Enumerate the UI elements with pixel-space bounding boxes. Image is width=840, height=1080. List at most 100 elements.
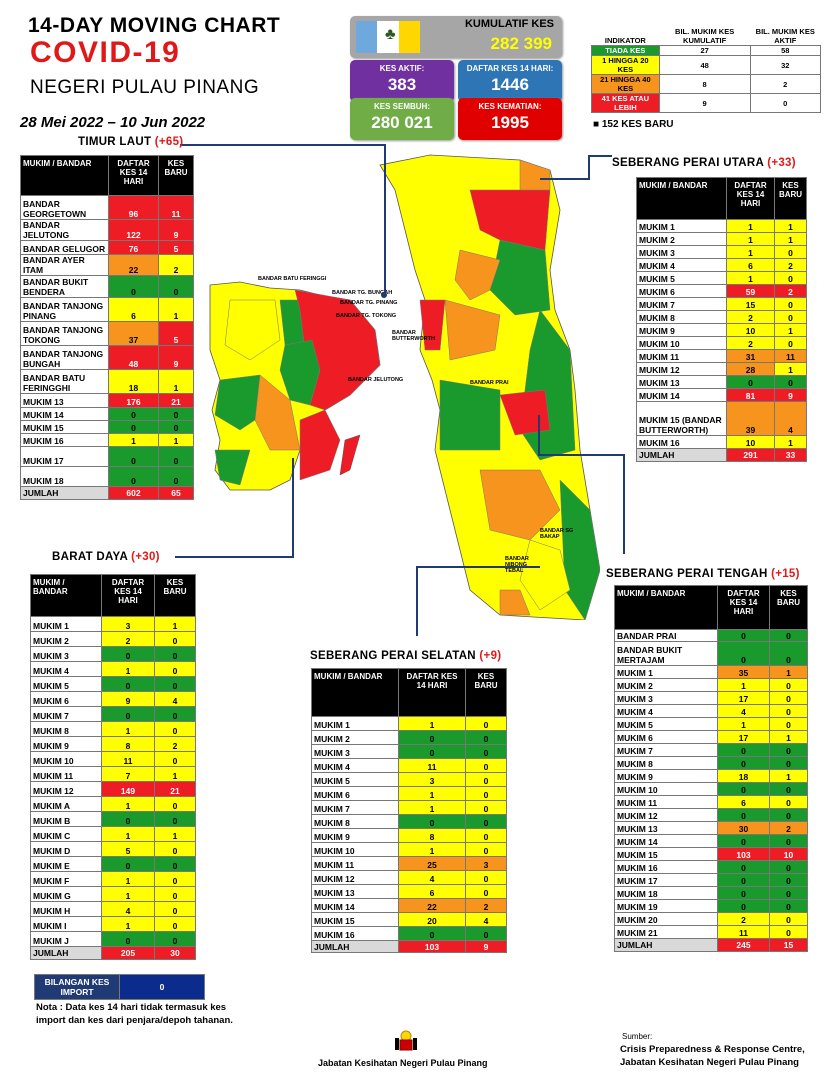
daftar-kes-value: 0: [101, 856, 155, 872]
row-label: MUKIM 4: [30, 661, 102, 677]
daftar-kes-value: 10: [726, 435, 775, 449]
daftar-kes-value: 11: [398, 758, 466, 773]
connector-line: [588, 155, 612, 157]
kumulatif-value: 282 399: [490, 34, 552, 53]
connector-line: [416, 566, 540, 568]
daftar-kes-value: 4: [398, 870, 466, 885]
daftar-kes-value: 1: [398, 800, 466, 815]
spu-table: MUKIM / BANDAR DAFTAR KES 14 HARI KES BARU…: [636, 177, 807, 462]
daftar-kes-value: 39: [726, 401, 775, 436]
table-row: MUKIM 15 (BANDAR BUTTERWORTH) 39 4: [636, 401, 807, 436]
row-label: MUKIM 9: [636, 323, 727, 337]
column-header: KES BARU: [465, 668, 507, 717]
kes-baru-value: 0: [465, 730, 507, 745]
table-row: MUKIM 7 15 0: [636, 297, 807, 311]
kes-baru-value: 21: [158, 393, 194, 408]
sps-table: MUKIM / BANDAR DAFTAR KES 14 HARI KES BARU…: [311, 668, 507, 953]
daftar-kes-value: 7: [101, 766, 155, 782]
daftar-kes-value: 6: [398, 884, 466, 899]
column-header: MUKIM / BANDAR: [20, 155, 109, 196]
row-label: MUKIM 8: [30, 721, 102, 737]
daftar-kes-value: 8: [398, 828, 466, 843]
row-label: MUKIM 13: [636, 375, 727, 389]
daftar-kes-value: 1: [101, 871, 155, 887]
kes-baru-value: 0: [769, 717, 808, 731]
district-table: MUKIM / BANDAR DAFTAR KES 14 HARI KES BARU…: [636, 177, 807, 462]
row-label: MUKIM 12: [311, 870, 399, 885]
row-label: MUKIM 10: [636, 336, 727, 350]
connector-line: [416, 566, 418, 636]
kes-baru-value: 0: [154, 931, 196, 947]
kes-baru-value: 0: [769, 704, 808, 718]
daftar-kes-value: 8: [101, 736, 155, 752]
column-header: MUKIM / BANDAR: [30, 574, 102, 617]
table-row: MUKIM 9 10 1: [636, 323, 807, 337]
title-line-3: NEGERI PULAU PINANG: [30, 77, 260, 98]
import-label: BILANGAN KES IMPORT: [34, 974, 120, 1000]
legend-value: 48: [658, 55, 751, 75]
daftar-kes-value: 81: [726, 388, 775, 402]
total-row: JUMLAH 205 30: [30, 946, 196, 960]
kes-baru-value: 0: [154, 856, 196, 872]
kes-baru-value: 1: [774, 435, 807, 449]
row-label: MUKIM 14: [20, 407, 109, 421]
row-label: MUKIM 3: [311, 744, 399, 759]
row-label: MUKIM 7: [636, 297, 727, 311]
kes-baru-value: 0: [769, 860, 808, 874]
daftar-kes-value: 0: [717, 756, 770, 770]
daftar-kes-value: 15: [726, 297, 775, 311]
table-row: MUKIM 15 20 4: [311, 912, 507, 927]
row-label: MUKIM 6: [311, 786, 399, 801]
daftar-kes-value: 1: [726, 232, 775, 246]
daftar-kes-value: 122: [108, 219, 159, 241]
legend-value: 32: [749, 55, 822, 75]
row-label: MUKIM 13: [20, 393, 109, 408]
row-label: MUKIM 18: [614, 886, 718, 900]
row-label: MUKIM 18: [20, 466, 109, 487]
kes-baru-value: 0: [769, 899, 808, 913]
row-label: MUKIM 10: [30, 751, 102, 767]
section-name: TIMUR LAUT: [78, 136, 152, 148]
row-label: MUKIM 10: [311, 842, 399, 857]
kes-baru-value: 0: [154, 706, 196, 722]
table-row: MUKIM 11 31 11: [636, 349, 807, 363]
connector-line: [623, 454, 625, 554]
connector-line: [180, 144, 385, 146]
district-table: MUKIM / BANDAR DAFTAR KES 14 HARI KES BARU…: [30, 574, 196, 960]
total-label: JUMLAH: [30, 946, 102, 960]
kes-baru-value: 9: [774, 388, 807, 402]
map-label: BANDAR JELUTONG: [348, 377, 404, 383]
kes-baru-value: 0: [465, 800, 507, 815]
coat-of-arms-icon: [392, 1026, 420, 1054]
table-row: MUKIM 16 0 0: [614, 860, 808, 874]
kes-baru-value: 11: [774, 349, 807, 363]
kes-baru-value: 1: [774, 219, 807, 233]
section-title-spu: SEBERANG PERAI UTARA (+33): [612, 157, 796, 169]
row-label: MUKIM 2: [614, 678, 718, 692]
row-label: MUKIM 16: [20, 433, 109, 447]
kes-baru-value: 0: [769, 743, 808, 757]
row-label: MUKIM 11: [636, 349, 727, 363]
connector-line: [175, 556, 293, 558]
daftar-kes-value: 1: [108, 433, 159, 447]
daftar-kes-value: 4: [717, 704, 770, 718]
daftar-kes-value: 0: [717, 886, 770, 900]
kes-baru-value: 1: [158, 369, 194, 394]
daftar-kes-value: 6: [717, 795, 770, 809]
total-daftar: 205: [101, 946, 155, 960]
row-label: MUKIM 3: [30, 646, 102, 662]
sembuh-value: 280 021: [371, 113, 433, 132]
daftar-kes-value: 20: [398, 912, 466, 927]
legend-header: BIL. MUKIM KES AKTIF: [755, 27, 815, 45]
kes-baru-value: 0: [465, 758, 507, 773]
kes-baru-value: 0: [769, 925, 808, 939]
daftar-kes-value: 0: [108, 275, 159, 298]
